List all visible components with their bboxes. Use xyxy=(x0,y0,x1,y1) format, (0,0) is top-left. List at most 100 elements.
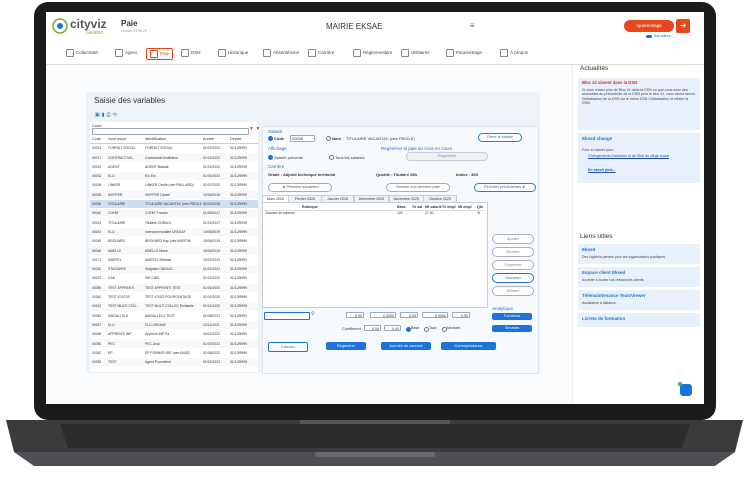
cell: 00323 xyxy=(92,276,102,281)
cell: 31/12/9999 xyxy=(230,267,247,272)
nav-item[interactable]: DSN xyxy=(178,48,204,58)
nav-item[interactable]: Historique xyxy=(215,48,251,58)
link-text: Des logiciels pensés pour les organisati… xyxy=(582,255,666,259)
agent-row[interactable]: 00045 BROUARD BROUARD Kay (née MARTIN) 15/0… xyxy=(90,237,258,246)
agent-row[interactable]: 00046 MAELLE MAELLE Marie 15/05/2019 31/12/9… xyxy=(90,246,258,255)
action-button[interactable]: Correspondance xyxy=(441,342,496,350)
search-icon[interactable]: ⚲ xyxy=(311,311,315,317)
menu-icon[interactable]: ≡ xyxy=(470,21,475,30)
nav-item[interactable]: Paramétrage xyxy=(443,48,485,58)
agent-row[interactable]: 00171 MARTEL MARTEL Mélanie 10/01/2019 31/12… xyxy=(90,256,258,265)
cell: 31/12/9999 xyxy=(230,164,247,169)
regen-button[interactable]: Regénérer xyxy=(406,152,488,161)
agent-row[interactable]: 00343 TEST MULTI COLL TEST MULTI COLLEC Em… xyxy=(90,302,258,311)
nav-item[interactable]: À propos xyxy=(497,48,531,58)
action-button[interactable]: Journée de carence xyxy=(381,342,431,350)
news-more[interactable]: En savoir plus... xyxy=(588,168,616,172)
radio[interactable] xyxy=(326,136,331,141)
action-button[interactable]: Ajouter xyxy=(492,234,534,244)
agent-row[interactable]: 00342 TEST ICI/CSS TEST ICI/SS POURCENTAGE… xyxy=(90,293,258,302)
agent-row[interactable]: 00041 TITULAIRE Titulaire CNRACL 01/01/2017… xyxy=(90,218,258,227)
cell: 10/01/2019 xyxy=(203,257,220,262)
nav-label: Collectivité xyxy=(76,50,98,55)
coef-input[interactable]: 0,00 xyxy=(384,325,401,331)
amount-input[interactable]: 0,0000 xyxy=(370,312,396,318)
functions-button[interactable]: Fonctions xyxy=(492,313,532,320)
radio[interactable] xyxy=(268,155,273,160)
agent-row[interactable]: 00345 MAGALI ELU MAGALI ELU TEST 01/08/2021… xyxy=(90,311,258,320)
action-button[interactable]: Supprimer xyxy=(492,260,534,270)
nav-icon xyxy=(115,48,123,57)
agent-row[interactable]: 00043 ELU Intercommunalité URSSAF 14/05/201… xyxy=(90,227,258,237)
link-card[interactable]: Eksed Des logiciels pensés pour les organ… xyxy=(578,244,700,264)
nav-item[interactable]: Réglementaire xyxy=(350,48,395,58)
action-button[interactable]: Nouveau xyxy=(492,273,534,283)
agent-row[interactable]: 00350 PEC PEC Anal 01/07/2022 31/12/9999 xyxy=(90,339,258,348)
radio[interactable] xyxy=(442,326,447,332)
column-header: Qté xyxy=(477,204,483,209)
user-button[interactable]: rgunrechaga xyxy=(624,20,674,32)
coef-input[interactable]: 0,00 xyxy=(364,325,381,331)
agent-row[interactable]: 00017 CONTRACTUEL Contractuel Instituteur 0… xyxy=(90,153,258,162)
action-button[interactable]: Regénérer xyxy=(326,342,366,350)
cell: TEST ICI/CSS xyxy=(108,295,130,300)
logout-button[interactable]: ➜ xyxy=(676,19,690,33)
services-button[interactable]: Services xyxy=(492,325,532,332)
amount-input[interactable]: 0,0000 xyxy=(422,312,448,318)
next-periods-button[interactable]: ◄ Périodes suivantes xyxy=(268,183,332,192)
radio[interactable] xyxy=(329,155,334,160)
news-link[interactable]: Changements d'adresse et de Siret du siè… xyxy=(588,154,669,158)
amount-input[interactable]: 0,00 xyxy=(452,312,470,318)
code-input[interactable]: 00036 xyxy=(290,134,315,142)
search-input[interactable] xyxy=(264,312,310,320)
previous-periods-button[interactable]: Périodes précédentes ► xyxy=(474,183,536,192)
radio[interactable] xyxy=(268,136,273,141)
nav-item[interactable]: Absentéisme xyxy=(260,48,302,58)
last-pay-button[interactable]: Revenir à la dernière paie xyxy=(386,183,450,192)
action-button[interactable]: Effacer xyxy=(492,286,534,296)
cell: Journée de carence xyxy=(265,211,295,215)
link-card[interactable]: Livrets de formation xyxy=(578,313,700,327)
bottom-buttons: Calculer Regénérer Journée de carence Corre… xyxy=(264,342,504,352)
agent-row[interactable]: 00019 AGENT AGENT Malade 01/01/2022 31/12/99… xyxy=(90,163,258,172)
agent-row[interactable]: 00389 TEST APPRENTI TEST APPRENTI TEST 01/0… xyxy=(90,283,258,292)
cell: 01/08/2022 xyxy=(203,350,220,355)
header xyxy=(46,12,704,44)
agent-row[interactable]: 00347 ELU ELU URSSAF 13/11/2021 31/12/9999 xyxy=(90,320,258,330)
cell: 31/12/9999 xyxy=(230,304,247,309)
chat-button[interactable] xyxy=(680,384,692,396)
agent-row[interactable]: 00352 EP EP FORMATURE (née BASE) 01/08/2022… xyxy=(90,349,258,358)
link-card[interactable]: Espace client Eksed Accéder à toutes vos … xyxy=(578,267,700,287)
nav-item[interactable]: Paie xyxy=(146,48,174,60)
agent-row[interactable]: 00032 ELU Elu Elu 01/01/2022 31/12/9999 xyxy=(90,171,258,181)
nav-item[interactable]: Collectivité xyxy=(63,48,101,58)
nav-item[interactable]: Utilitaires xyxy=(398,48,433,58)
filter-icons[interactable]: ▼ ▼ xyxy=(249,126,261,132)
agent-row[interactable]: 00035 KIEFFER KIEFFER Daniel 12/05/2016 31/1… xyxy=(90,190,258,199)
amount-input[interactable]: 0,00 xyxy=(400,312,418,318)
nav-item[interactable]: Carrière xyxy=(305,48,337,58)
action-button[interactable]: Calculer xyxy=(268,342,308,352)
amount-input[interactable]: 0,00 xyxy=(346,312,364,318)
agent-row[interactable]: 00040 COHIE COHIE Francis 01/05/2017 31/12/9… xyxy=(90,209,258,218)
code-filter-input[interactable] xyxy=(92,128,249,135)
agent-row[interactable]: 00348 APPRENTI INP Apprenti INP Pa 04/11/20… xyxy=(90,330,258,339)
manage-button[interactable]: Gérer le salarié xyxy=(478,133,522,142)
agent-row[interactable]: 00036 TITULAIRE TITULAIRE VACANTAC (née PE… xyxy=(90,199,258,209)
agent-row[interactable]: 00034 LINKER LINKER Cécile (née PAILLARD) 0… xyxy=(90,181,258,190)
agent-row[interactable]: 00353 TEST Agent Pourceleur 01/01/2023 31/12… xyxy=(90,357,258,367)
agent-row[interactable]: 00323 CAE INP CAVL 01/01/2022 31/12/9999 xyxy=(90,274,258,283)
nav-item[interactable]: Agent xyxy=(112,48,140,58)
toggle[interactable] xyxy=(646,35,652,38)
toolbar[interactable]: ▣▮⎙⟲ xyxy=(95,112,119,118)
agent-row[interactable]: 00014 FORFAIT SOCIAL FORFAIT SOCIAL 01/01/2… xyxy=(90,144,258,153)
cell: 31/12/9999 xyxy=(230,276,247,281)
cell: 31/12/9999 xyxy=(230,183,247,188)
cell: 27,50 xyxy=(425,211,434,215)
action-button[interactable]: Modifier xyxy=(492,247,534,257)
radio[interactable] xyxy=(406,326,411,332)
radio[interactable] xyxy=(424,326,429,332)
link-card[interactable]: Télémaintenance TeamViewer Assistance à d… xyxy=(578,290,700,310)
agent-row[interactable]: 00240 STAGIAIRE Stagiaire CNRACL 01/01/2021… xyxy=(90,264,258,274)
coefficient-inputs: 0,00 0,00 Base Taux Montant xyxy=(364,325,504,332)
